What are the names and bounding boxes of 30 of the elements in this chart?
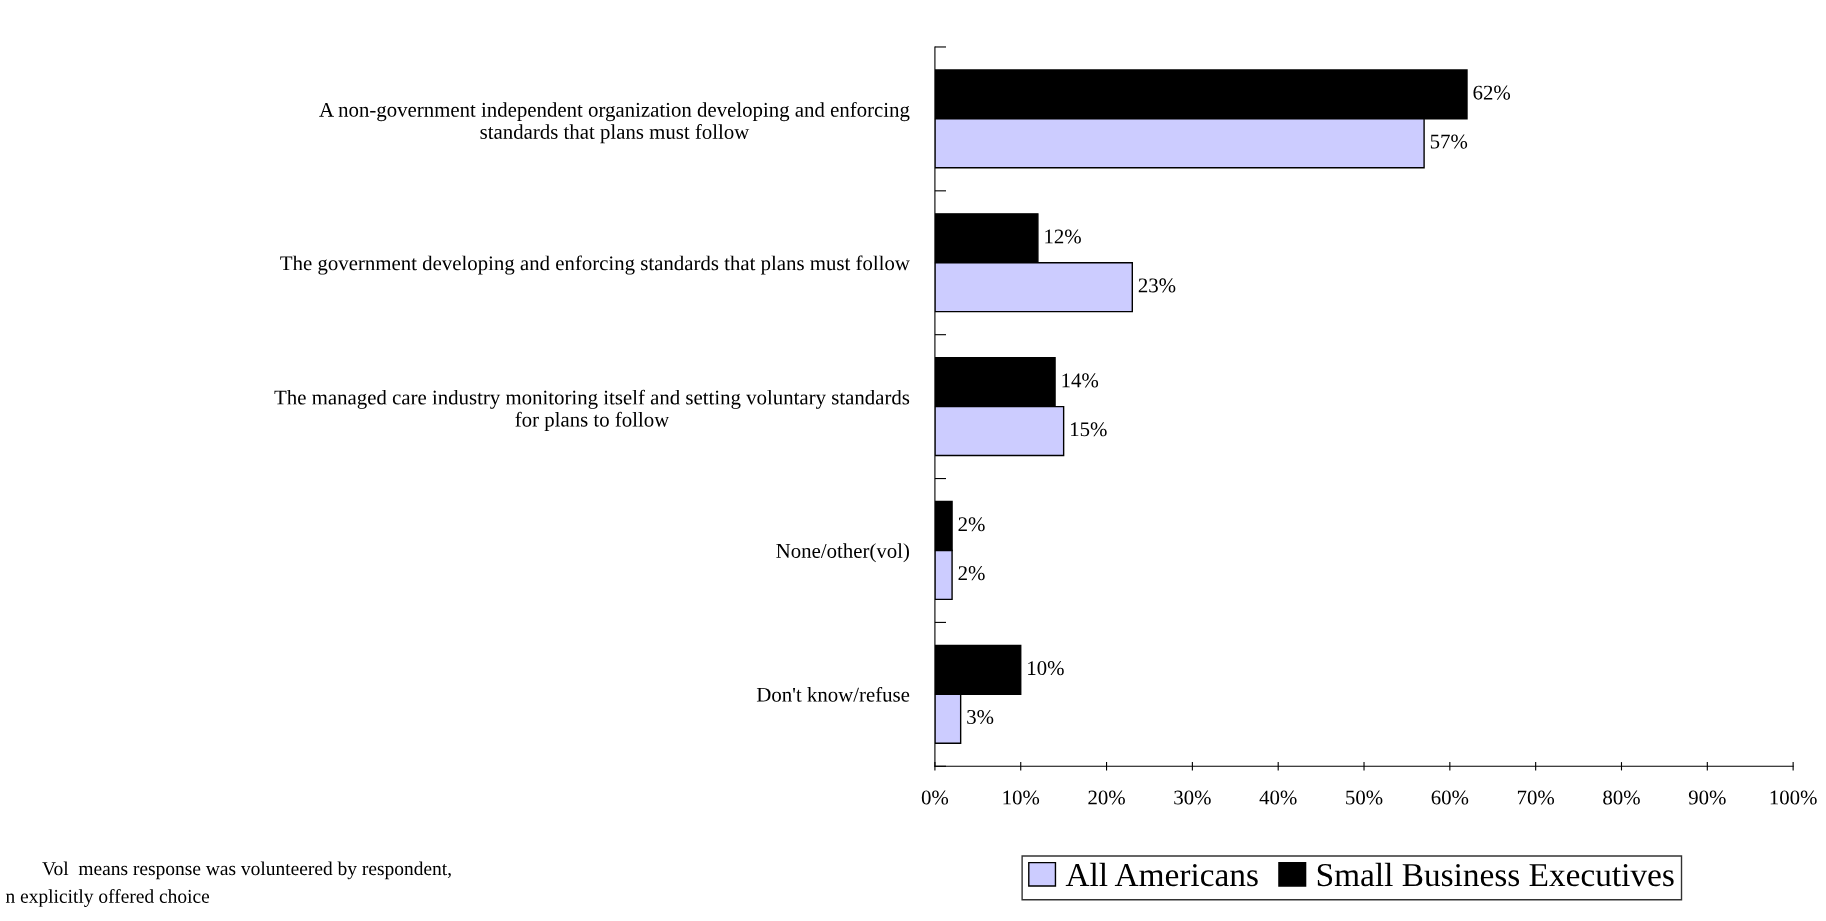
data-label: 62% [1473,85,1511,100]
legend-label: Small Business Executives [1317,862,1674,887]
x-tick-label: 100% [1770,790,1817,805]
x-tick-label: 20% [1088,790,1125,805]
x-tick-label: 40% [1259,790,1297,805]
y-tick-label: The managed care industry monitoring itself and setting voluntary standards for plans to follow [274,389,910,431]
data-label: 57% [1430,134,1468,149]
y-tick-label: A non-government independent organization developing and enforcing standards that plans must follow [319,101,910,144]
x-tick-label: 80% [1603,790,1640,805]
x-tick-label: 60% [1431,790,1469,805]
data-label: 23% [1138,278,1176,293]
x-tick-label: 70% [1517,790,1555,805]
y-tick-label: Don't know/refuse [756,686,910,702]
text: Vol means response was volunteered by respondent, [42,861,451,880]
x-tick-label: 50% [1346,790,1383,805]
x-tick-label: 0% [921,790,949,805]
data-label: 3% [967,709,994,725]
text: n explicitly offered choice [5,889,210,907]
data-label: 15% [1071,422,1107,437]
data-label: 14% [1062,373,1099,388]
data-label: 2% [958,566,985,581]
data-label: 12% [1045,229,1081,244]
data-label: 10% [1028,661,1064,676]
legend-label: All Americans [1065,862,1258,887]
data-label: 2% [958,517,985,532]
x-tick-label: 90% [1688,790,1726,805]
x-tick-label: 10% [1003,790,1040,805]
y-tick-label: The government developing and enforcing standards that plans must follow [280,255,910,275]
x-tick-label: 30% [1174,790,1211,805]
y-tick-label: None/other(vol) [776,543,909,563]
